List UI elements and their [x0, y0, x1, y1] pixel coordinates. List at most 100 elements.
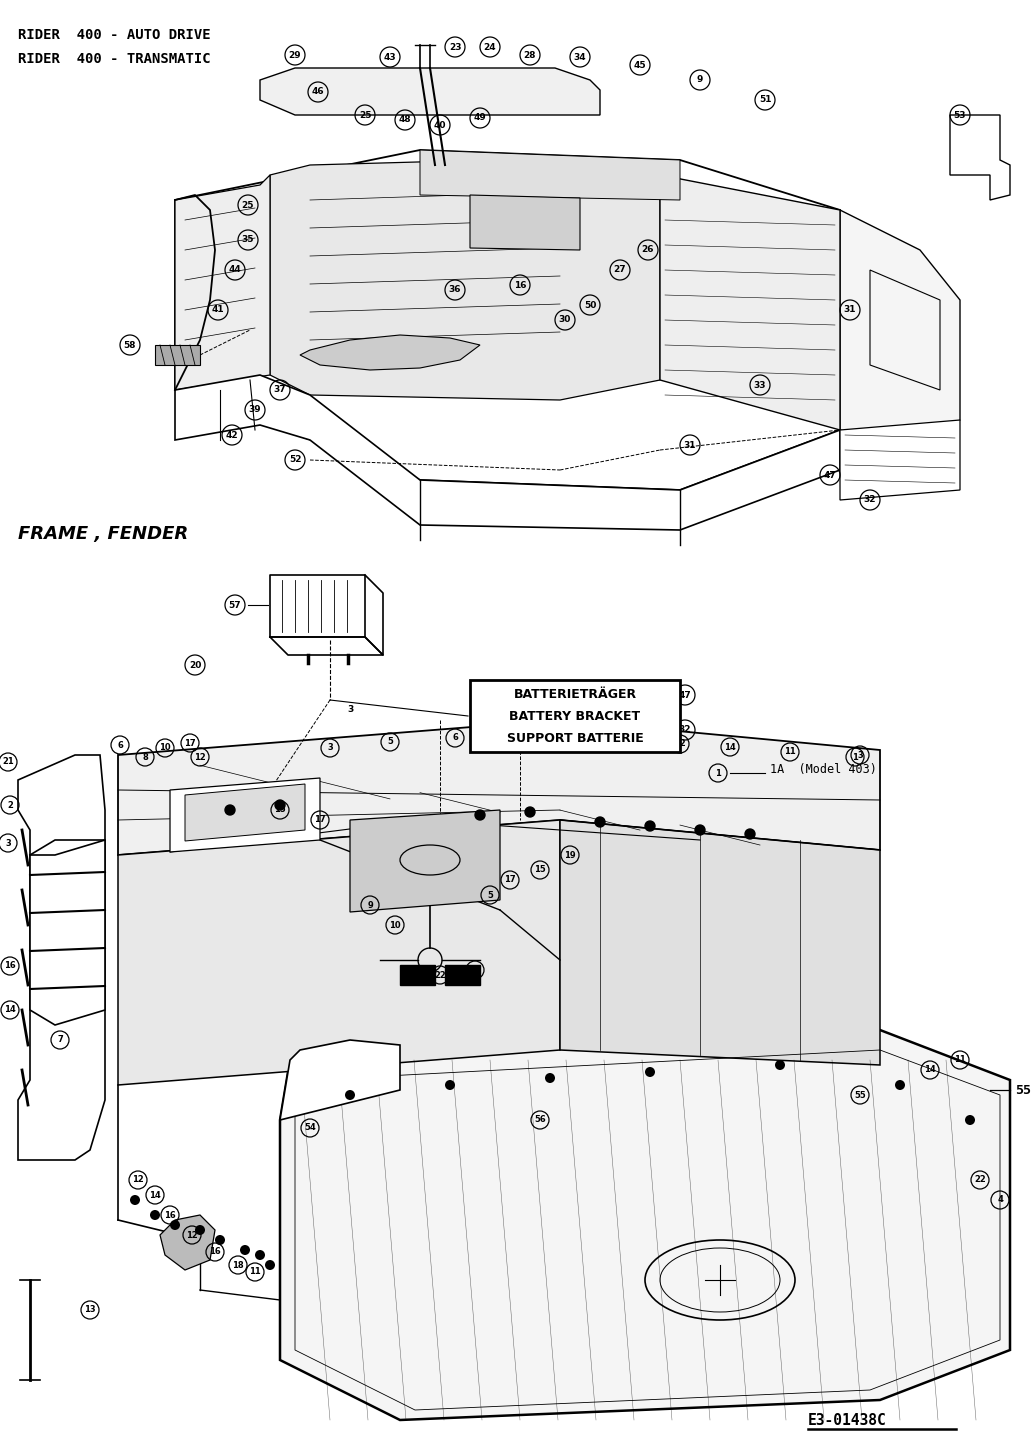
Text: 56: 56 — [535, 1116, 546, 1125]
Circle shape — [775, 1060, 785, 1070]
Text: 15: 15 — [535, 865, 546, 874]
Text: 1A  (Model 403): 1A (Model 403) — [770, 763, 877, 776]
Text: 5: 5 — [487, 891, 493, 900]
Text: 14: 14 — [924, 1066, 936, 1074]
Circle shape — [545, 1073, 555, 1083]
Text: 48: 48 — [398, 115, 412, 124]
Circle shape — [445, 1080, 455, 1090]
Text: 45: 45 — [634, 61, 646, 69]
Circle shape — [150, 1210, 160, 1220]
Text: 41: 41 — [212, 306, 224, 314]
Text: 34: 34 — [574, 52, 586, 62]
Text: 37: 37 — [273, 385, 286, 395]
Bar — [400, 965, 436, 985]
Circle shape — [745, 829, 755, 839]
Text: 5: 5 — [387, 737, 393, 747]
Text: 19: 19 — [565, 851, 576, 859]
Polygon shape — [560, 820, 880, 1066]
Polygon shape — [160, 1216, 215, 1270]
Text: 11: 11 — [784, 747, 796, 757]
Text: 3: 3 — [5, 838, 11, 848]
Text: 47: 47 — [824, 470, 836, 480]
Circle shape — [595, 818, 605, 828]
Text: 36: 36 — [449, 286, 461, 294]
Text: 58: 58 — [124, 340, 136, 349]
Text: 9: 9 — [697, 75, 703, 85]
Polygon shape — [185, 784, 305, 841]
Text: 19: 19 — [489, 737, 501, 747]
Text: 40: 40 — [433, 121, 446, 130]
Circle shape — [645, 1067, 655, 1077]
Text: 6: 6 — [452, 734, 458, 743]
Text: 57: 57 — [229, 600, 241, 610]
Polygon shape — [18, 756, 105, 1159]
Text: 32: 32 — [864, 496, 876, 505]
Polygon shape — [118, 820, 560, 1084]
Text: 24: 24 — [484, 42, 496, 52]
Text: 16: 16 — [4, 962, 15, 970]
Polygon shape — [170, 779, 320, 852]
Text: 53: 53 — [954, 111, 966, 120]
Text: RIDER  400 - AUTO DRIVE: RIDER 400 - AUTO DRIVE — [18, 27, 211, 42]
Polygon shape — [300, 335, 480, 371]
Polygon shape — [175, 150, 840, 490]
Polygon shape — [260, 68, 600, 115]
Text: 46: 46 — [312, 88, 324, 97]
Polygon shape — [118, 720, 880, 855]
Text: 10: 10 — [159, 744, 171, 753]
Text: E3-01438C: E3-01438C — [808, 1413, 886, 1428]
Circle shape — [475, 810, 485, 820]
Text: 25: 25 — [241, 200, 254, 209]
Text: 11: 11 — [955, 1056, 966, 1064]
Text: 29: 29 — [289, 50, 301, 59]
Bar — [445, 965, 480, 985]
Text: SUPPORT BATTERIE: SUPPORT BATTERIE — [507, 731, 643, 744]
Text: 32: 32 — [679, 725, 691, 734]
Text: 11: 11 — [249, 1268, 261, 1276]
Text: 9: 9 — [527, 733, 533, 741]
Text: 55: 55 — [854, 1090, 866, 1099]
Text: 8: 8 — [142, 753, 148, 761]
Text: 50: 50 — [584, 300, 596, 310]
Text: 33: 33 — [753, 381, 766, 389]
Polygon shape — [470, 195, 580, 249]
Text: 12: 12 — [194, 753, 205, 761]
Text: 12: 12 — [186, 1230, 198, 1240]
Polygon shape — [840, 211, 960, 450]
Text: 1: 1 — [715, 769, 721, 777]
Text: 14: 14 — [4, 1005, 15, 1015]
Text: 3: 3 — [858, 750, 863, 760]
Text: 4: 4 — [472, 966, 478, 975]
Circle shape — [265, 1260, 275, 1270]
Circle shape — [645, 820, 655, 831]
Text: 52: 52 — [289, 456, 301, 464]
Text: 17: 17 — [184, 738, 196, 747]
Circle shape — [525, 808, 535, 818]
Polygon shape — [950, 115, 1010, 200]
Text: 25: 25 — [359, 111, 372, 120]
Text: 42: 42 — [226, 431, 238, 440]
Text: 17: 17 — [505, 875, 516, 884]
Text: 31: 31 — [844, 306, 857, 314]
Text: 27: 27 — [614, 265, 626, 274]
Circle shape — [225, 805, 235, 815]
Text: 12: 12 — [674, 740, 686, 748]
Text: 14: 14 — [724, 743, 736, 751]
Circle shape — [965, 1115, 975, 1125]
Text: 28: 28 — [524, 50, 537, 59]
Circle shape — [895, 1080, 905, 1090]
Text: 20: 20 — [189, 660, 201, 669]
Text: 12: 12 — [132, 1175, 143, 1184]
Text: 54: 54 — [304, 1123, 316, 1132]
Text: 7: 7 — [57, 1035, 63, 1044]
Text: 43: 43 — [384, 52, 396, 62]
Polygon shape — [175, 375, 840, 531]
Text: 49: 49 — [474, 114, 486, 123]
Circle shape — [215, 1234, 225, 1244]
Polygon shape — [30, 841, 105, 1025]
Text: BATTERIETRÄGER: BATTERIETRÄGER — [514, 688, 637, 701]
Text: 26: 26 — [642, 245, 654, 254]
Polygon shape — [280, 1030, 1010, 1420]
Polygon shape — [280, 1040, 400, 1120]
Text: 23: 23 — [449, 42, 461, 52]
